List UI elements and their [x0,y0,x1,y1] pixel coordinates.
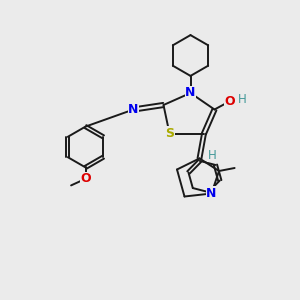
Text: N: N [185,86,196,100]
Text: O: O [225,94,236,108]
Text: H: H [238,93,247,106]
Text: H: H [208,149,217,162]
Text: N: N [128,103,139,116]
Text: S: S [165,127,174,140]
Text: O: O [80,172,91,185]
Text: N: N [206,187,217,200]
